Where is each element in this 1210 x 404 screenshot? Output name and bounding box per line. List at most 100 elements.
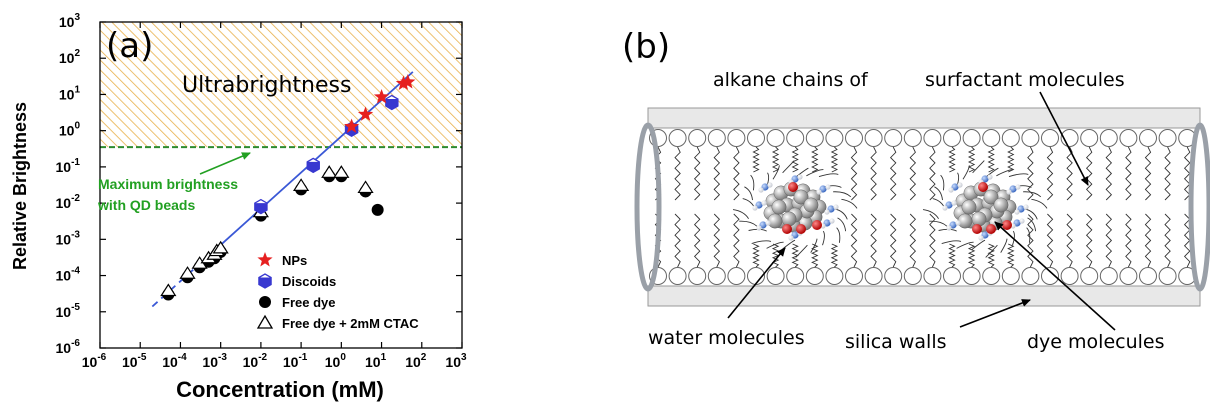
headgroup-top [1080,129,1099,147]
label-alkane-chains: alkane chains of [713,69,869,91]
alkane-chain-top [1144,146,1152,201]
ultrabrightness-label: Ultrabrightness [182,73,351,98]
curled-chain [941,240,962,245]
headgroup-bottom [786,267,805,285]
alkane-chain-top [1066,146,1073,201]
headgroup-bottom [884,267,903,285]
alkane-chain-bottom [771,243,780,268]
water-atom-h [816,189,822,195]
curled-chain [751,240,772,245]
alkane-chain-top [870,146,877,201]
alkane-chain-bottom [987,243,995,268]
headgroup-bottom [668,267,687,285]
curled-chain [971,239,986,251]
alkane-chain-top [752,146,760,173]
water-atom-h [833,204,839,210]
y-tick-label: 100 [59,121,81,139]
water-atom-h [1014,209,1020,215]
water-atom-h [1006,189,1012,195]
alkane-chain-top [1105,146,1113,201]
headgroup-top [688,129,707,147]
alkane-chain-bottom [870,213,877,268]
headgroup-bottom [982,267,1001,285]
alkane-chain-bottom [850,213,858,268]
y-tick-label: 10-5 [56,302,81,320]
annotation-line1: Maximum brightness [98,176,238,192]
x-tick-label: 10-1 [283,352,308,370]
legend-label-free-dye-ctac: Free dye + 2mM CTAC [282,316,419,331]
curled-chain [1026,227,1031,243]
legend-marker-free-dye-ctac [256,314,274,329]
point-discoids [385,94,399,111]
curled-chain [739,220,758,227]
headgroup-top [1001,129,1020,147]
curled-chain [822,230,825,246]
point-nps [395,75,411,90]
curled-chain [841,198,858,209]
headgroup-bottom [688,267,707,285]
oxygen-atom [782,224,792,234]
water-atom-h [756,225,762,231]
data-points [160,74,416,301]
headgroup-top [786,129,805,147]
headgroup-top [1099,129,1118,147]
curled-chain [795,244,808,258]
curled-chain [806,169,824,177]
water-atom-h [825,184,831,190]
water-atom-h [987,174,993,180]
headgroup-bottom [825,267,844,285]
alkane-chain-bottom [830,243,839,268]
alkane-chain-bottom [811,243,819,268]
curled-chain [940,174,945,191]
water-atom-h [761,200,767,206]
point-free-dye-ctac [333,165,350,178]
alkane-chain-top [791,146,799,173]
curled-chain [934,186,943,201]
x-tick-label: 10-3 [202,352,227,370]
water-atom-h [758,187,764,193]
curled-chain [1012,230,1015,246]
label-dye: dye molecules [1027,331,1165,353]
alkane-chains [654,146,1191,268]
headgroup-bottom [1060,267,1079,285]
y-tick-label: 10-2 [56,193,81,211]
alkane-chain-bottom [752,243,760,268]
alkane-chain-bottom [1066,213,1073,268]
water-atom-h [978,235,984,241]
headgroup-top [1119,129,1138,147]
curled-chain [750,174,755,191]
dye-atom [957,213,973,229]
curled-chain [833,191,852,198]
alkane-chain-top [713,146,721,201]
point-free-dye-ctac [321,165,338,178]
headgroup-top [805,129,824,147]
y-tick-label: 103 [59,12,81,30]
curled-chain [782,160,795,174]
alkane-chain-bottom [733,213,740,268]
headgroup-bottom [1158,267,1177,285]
water-atom-h [942,205,948,211]
point-free-dye-ctac [212,240,229,254]
water-atom-h [1023,204,1029,210]
alkane-chain-top [1085,146,1093,201]
water-atom-h [752,205,758,211]
water-atom-h [829,218,835,224]
x-axis-label: Concentration (mM) [176,377,384,402]
headgroup-top [727,129,746,147]
point-discoids [306,157,320,174]
y-tick-label: 10-3 [56,229,81,247]
curled-chain [744,186,753,201]
headgroup-top [884,129,903,147]
headgroup-bottom [962,267,981,285]
headgroup-bottom [1001,267,1020,285]
water-atom-h [951,200,957,206]
label-silica: silica walls [845,331,947,353]
oxygen-atom [812,220,822,230]
alkane-chain-bottom [1046,213,1054,268]
headgroup-bottom [707,267,726,285]
dye-cluster-right [922,160,1048,258]
x-tick-label: 103 [445,352,467,370]
dye-atom [971,211,987,227]
alkane-chain-top [909,146,917,201]
